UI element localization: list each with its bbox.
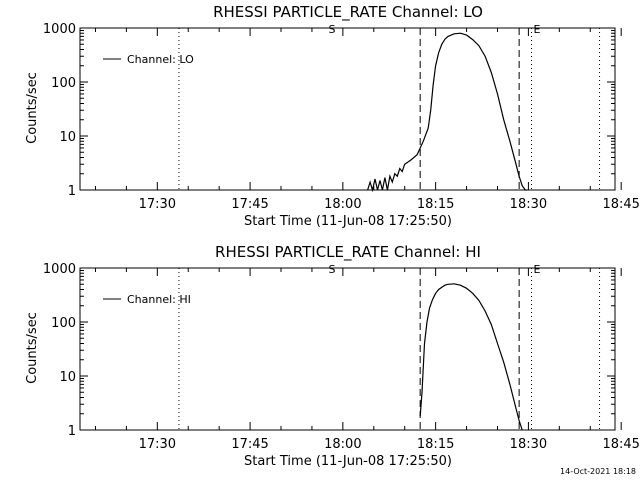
y-tick-label: 10	[59, 130, 76, 145]
series-line	[419, 283, 523, 431]
x-tick-label: 17:45	[231, 197, 268, 212]
x-tick-label: 17:30	[139, 197, 176, 212]
x-tick-label: 18:30	[510, 197, 547, 212]
y-tick-label: 1	[68, 424, 76, 439]
x-tick-label: 17:30	[139, 437, 176, 452]
y-axis-label: Counts/sec	[25, 312, 40, 384]
x-tick-label: 18:45	[602, 197, 639, 212]
panel-lo: RHESSI PARTICLE_RATE Channel: LO Start T…	[25, 3, 640, 229]
start-marker-label: S	[329, 263, 336, 276]
x-tick-label: 18:15	[417, 437, 454, 452]
y-tick-label: 1000	[43, 262, 76, 277]
chart-title: RHESSI PARTICLE_RATE Channel: HI	[215, 243, 481, 262]
plot-frame	[79, 27, 616, 191]
x-tick-label: 18:45	[602, 437, 639, 452]
y-tick-label: 1	[68, 184, 76, 199]
x-tick-label: 18:00	[324, 197, 361, 212]
panel-hi: RHESSI PARTICLE_RATE Channel: HI Start T…	[25, 243, 640, 469]
series-line	[367, 32, 528, 193]
end-marker-label: E	[534, 23, 541, 36]
chart-title: RHESSI PARTICLE_RATE Channel: LO	[213, 3, 483, 22]
plot-frame	[79, 267, 616, 431]
x-axis-label: Start Time (11-Jun-08 17:25:50)	[244, 214, 452, 229]
legend-label: Channel: HI	[127, 293, 191, 306]
y-tick-label: 10	[59, 370, 76, 385]
x-tick-label: 17:45	[231, 437, 268, 452]
x-tick-label: 18:00	[324, 437, 361, 452]
y-tick-label: 1000	[43, 22, 76, 37]
footer-timestamp: 14-Oct-2021 18:18	[560, 467, 636, 476]
legend-label: Channel: LO	[127, 53, 194, 66]
x-tick-label: 18:30	[510, 437, 547, 452]
y-tick-label: 100	[51, 316, 76, 331]
x-axis-label: Start Time (11-Jun-08 17:25:50)	[244, 454, 452, 469]
x-tick-label: 18:15	[417, 197, 454, 212]
start-marker-label: S	[329, 23, 336, 36]
y-tick-label: 100	[51, 76, 76, 91]
y-axis-label: Counts/sec	[25, 72, 40, 144]
end-marker-label: E	[534, 263, 541, 276]
